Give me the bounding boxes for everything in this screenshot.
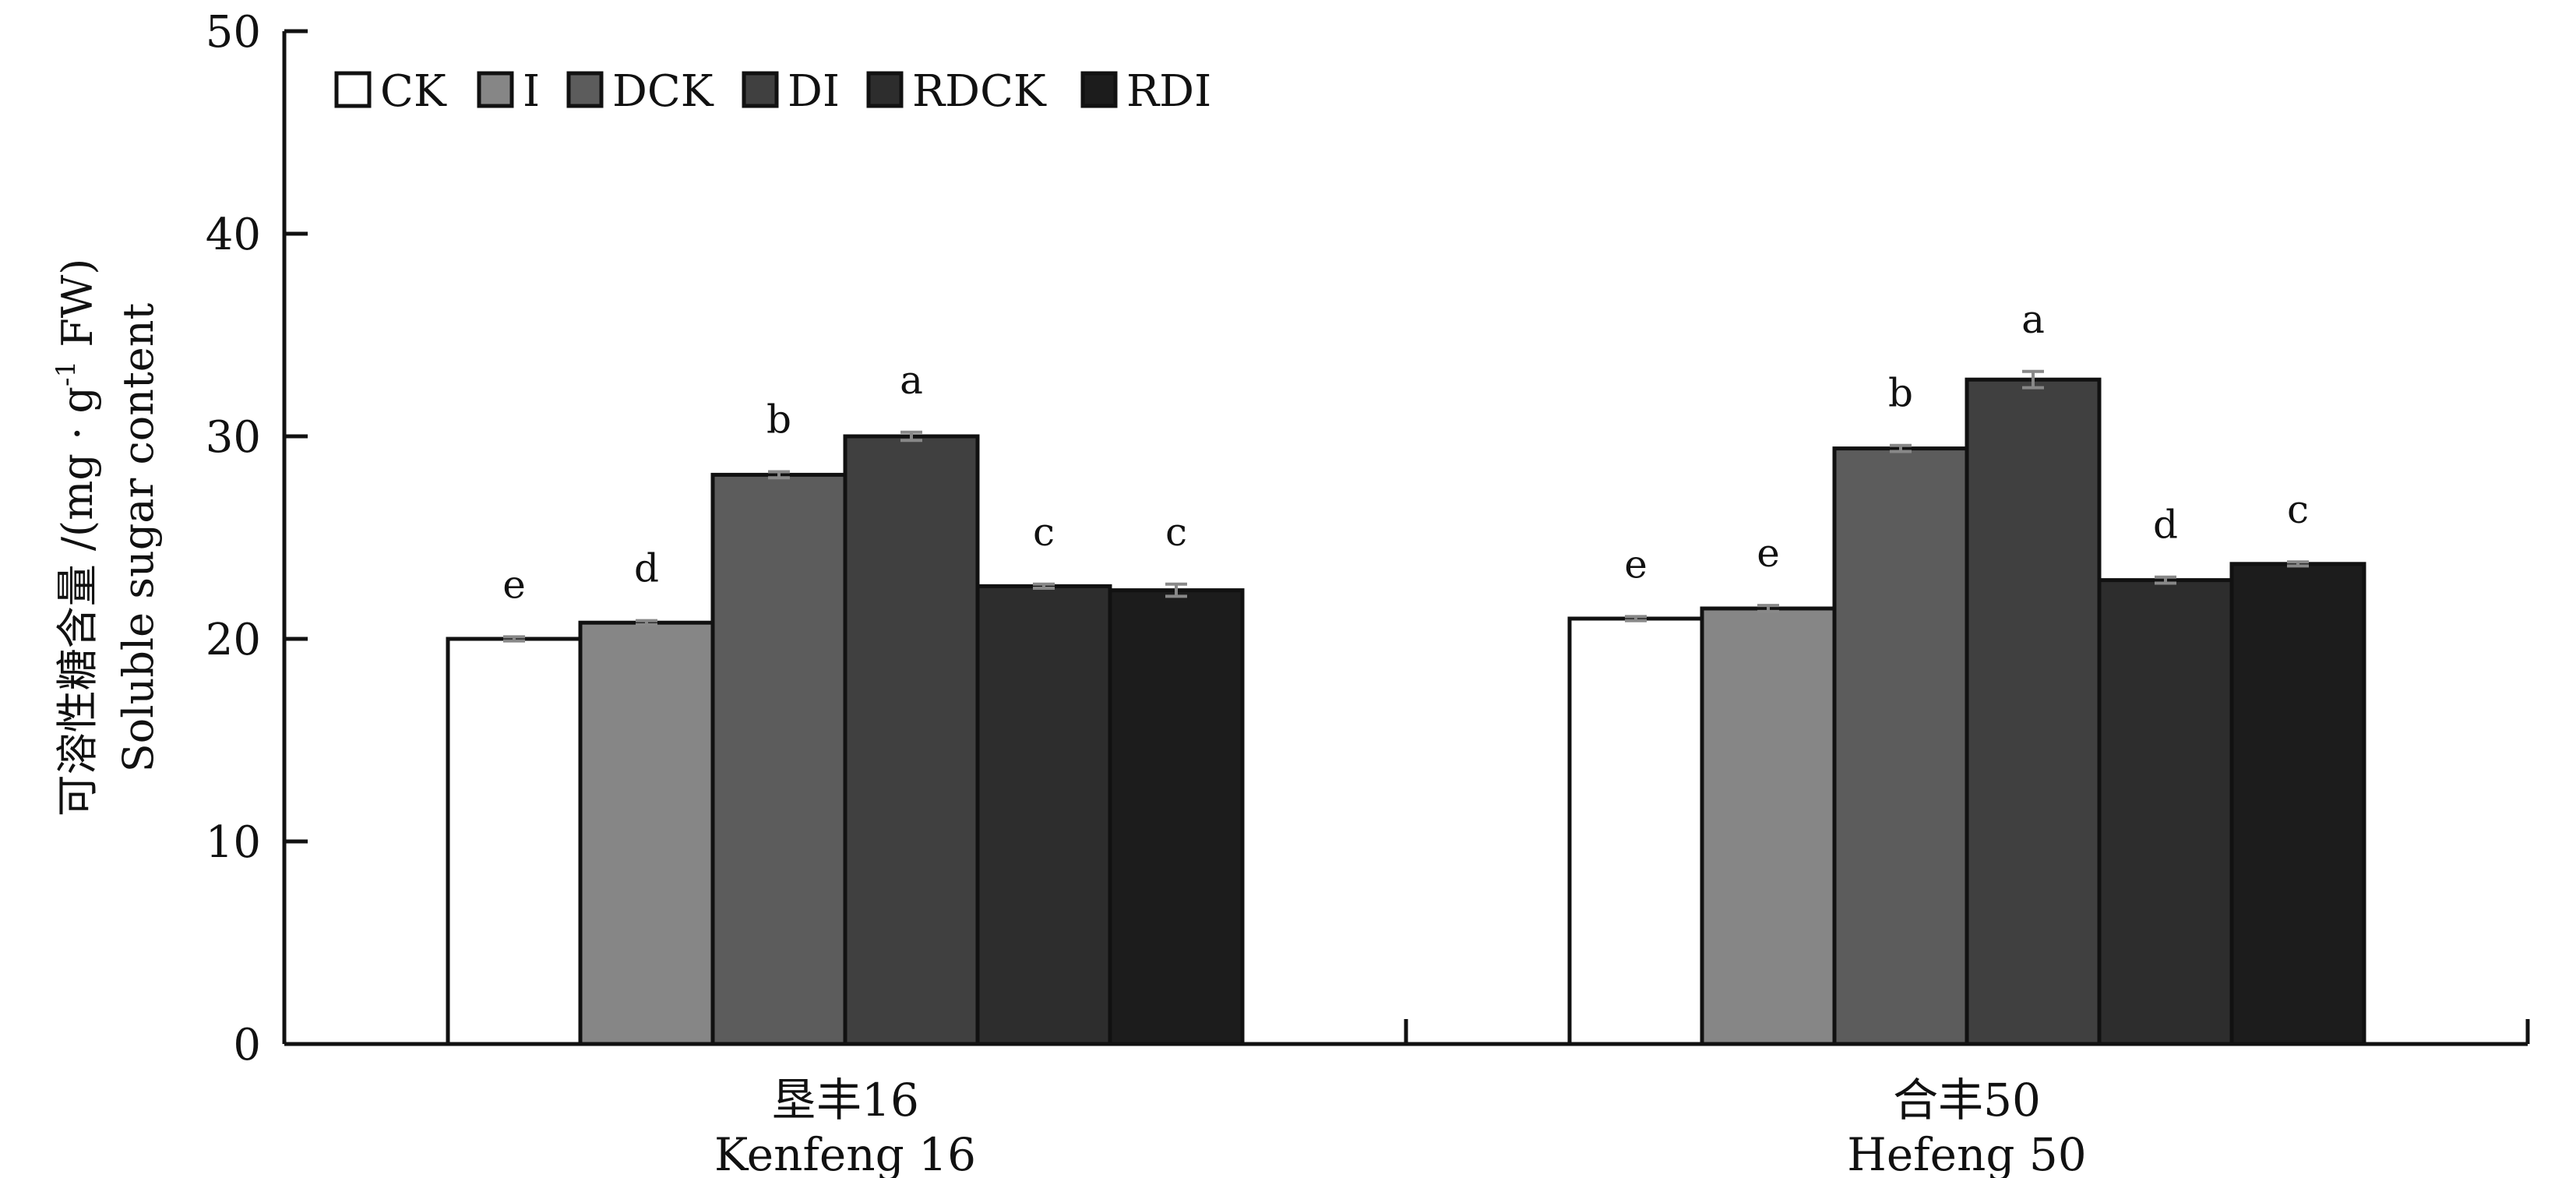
error-bar [1757, 604, 1779, 613]
category-label-en: Hefeng 50 [1847, 1128, 2086, 1178]
legend: CK I DCK DI RDCK RDI [334, 66, 1211, 117]
bar-dck-2 [1832, 446, 1969, 1046]
significance-letter: d [634, 546, 659, 591]
error-bar [1625, 615, 1647, 623]
bar-rdck-1 [975, 584, 1112, 1046]
significance-letter: e [502, 562, 526, 607]
y-tick-label: 20 [206, 615, 261, 665]
category-label-en: Kenfeng 16 [714, 1128, 976, 1178]
legend-label: DCK [612, 66, 714, 117]
error-bar [1165, 582, 1187, 598]
y-axis-title-zh-main: 可溶性糖含量 /(mg · g [53, 386, 102, 816]
significance-letter: d [2153, 503, 2178, 548]
y-tick-label: 50 [206, 7, 261, 58]
error-bar [2022, 369, 2044, 390]
error-bar [2155, 575, 2176, 585]
significance-letter: e [1624, 541, 1647, 587]
y-axis-title-zh-end: FW) [53, 259, 102, 361]
legend-label: CK [380, 66, 447, 117]
significance-letter: a [2021, 297, 2045, 342]
legend-item-dck: DCK [566, 66, 714, 117]
y-axis-title: 可溶性糖含量 /(mg · g-1 FW) Soluble sugar conte… [51, 259, 163, 817]
bar-i-1 [578, 620, 715, 1046]
y-axis-title-zh: 可溶性糖含量 /(mg · g-1 FW) [51, 259, 102, 817]
bar-ck-1 [446, 637, 583, 1046]
bars [446, 369, 2366, 1046]
legend-swatch [1080, 71, 1118, 108]
legend-item-di: DI [742, 66, 840, 117]
legend-item-rdck: RDCK [866, 66, 1047, 117]
error-bar [1033, 582, 1055, 590]
bar-dck-1 [710, 472, 848, 1046]
significance-letter: a [900, 358, 923, 403]
legend-swatch [566, 71, 604, 108]
bar-rdi-1 [1108, 588, 1245, 1046]
error-bar [1890, 443, 1912, 453]
category-label-zh: 垦丰16 [771, 1074, 919, 1127]
legend-swatch [334, 71, 372, 108]
error-bar [503, 635, 525, 643]
legend-item-rdi: RDI [1080, 66, 1211, 117]
legend-label: RDI [1126, 66, 1211, 117]
significance-letter: b [766, 397, 791, 443]
bar-ck-2 [1567, 616, 1704, 1046]
category-label-zh: 合丰50 [1893, 1074, 2041, 1127]
legend-item-ck: CK [334, 66, 447, 117]
legend-label: I [523, 66, 540, 117]
y-tick-label: 0 [233, 1020, 261, 1070]
bar-rdck-2 [2097, 578, 2234, 1046]
bar-di-2 [1965, 377, 2102, 1046]
y-axis-title-sup: -1 [51, 361, 82, 386]
legend-swatch [742, 71, 779, 108]
bar-di-1 [843, 434, 980, 1046]
y-tick-label: 40 [206, 210, 261, 260]
bar-rdi-2 [2229, 562, 2366, 1046]
legend-label: DI [788, 66, 840, 117]
legend-swatch [477, 71, 514, 108]
significance-letter: b [1888, 371, 1913, 416]
legend-item-i: I [477, 66, 540, 117]
significance-letter: c [2287, 487, 2309, 532]
legend-swatch [866, 71, 904, 108]
error-bar [768, 470, 790, 480]
error-bar [2287, 560, 2309, 568]
bar-i-2 [1700, 606, 1837, 1046]
significance-letter: c [1033, 510, 1055, 555]
legend-label: RDCK [912, 66, 1047, 117]
y-tick-label: 30 [206, 412, 261, 463]
y-tick-label: 10 [206, 817, 261, 868]
error-bar [900, 430, 922, 443]
error-bar [636, 619, 657, 626]
significance-letter: c [1165, 510, 1187, 555]
significance-letter: e [1757, 531, 1780, 576]
y-axis-title-en: Soluble sugar content [114, 303, 163, 773]
